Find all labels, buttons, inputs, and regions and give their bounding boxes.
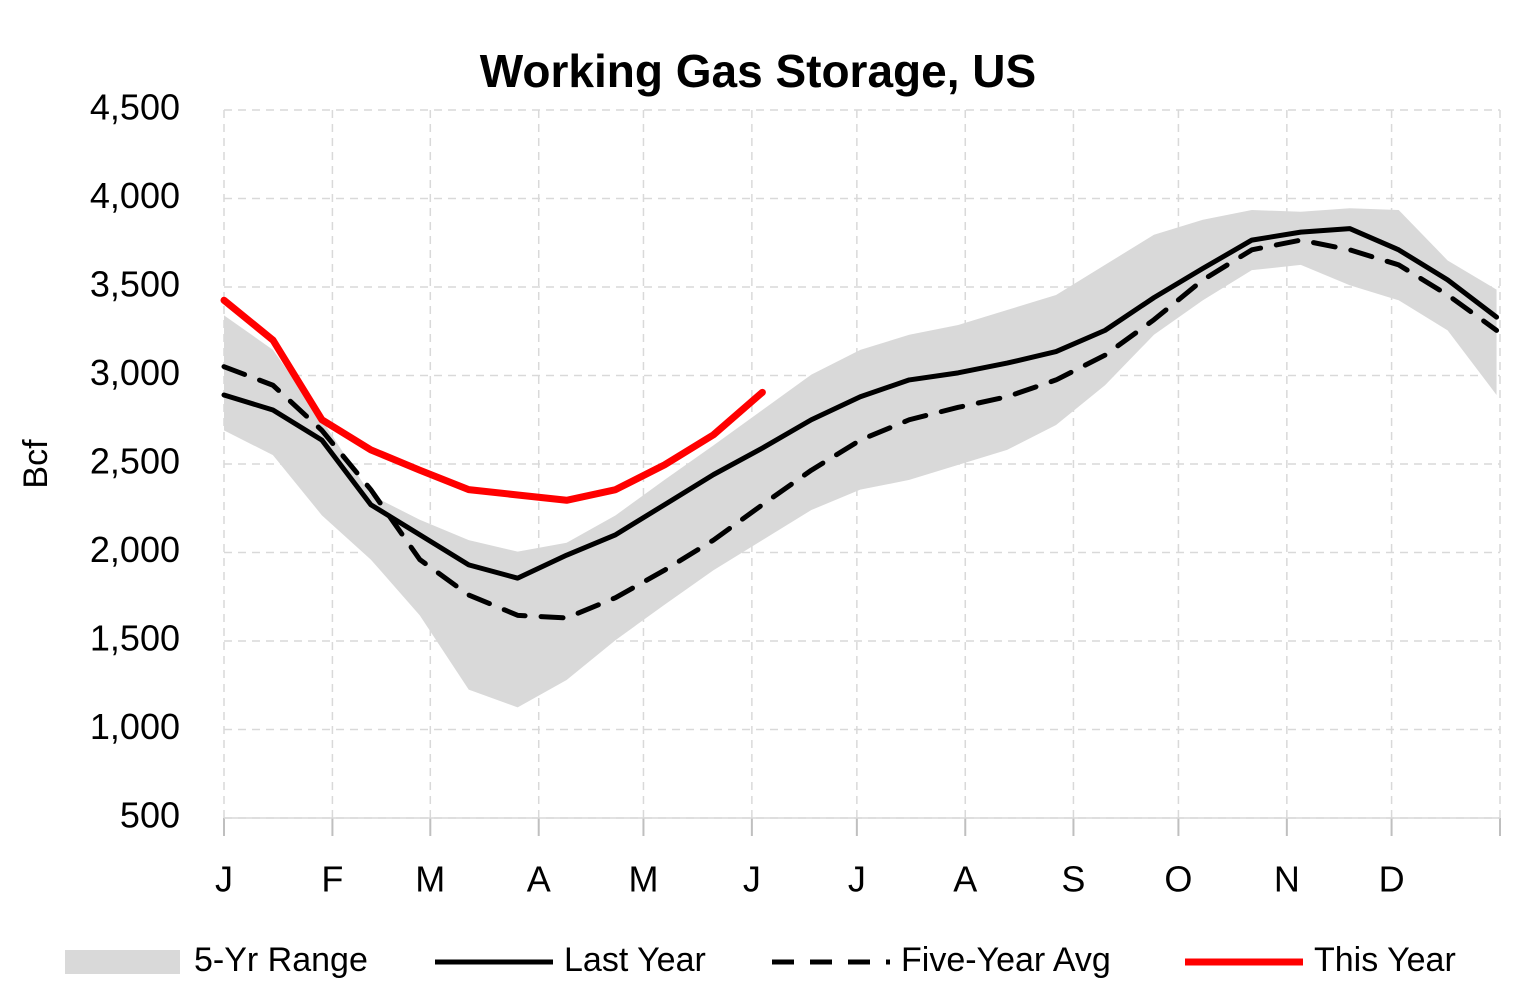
y-tick-label: 500	[120, 795, 180, 836]
y-tick-label: 1,000	[90, 706, 180, 747]
line-series	[221, 237, 1500, 621]
legend-label: 5-Yr Range	[194, 941, 368, 979]
x-tick-label: S	[1061, 859, 1085, 900]
legend-label: Last Year	[564, 941, 706, 979]
chart-title: Working Gas Storage, US	[480, 45, 1036, 97]
line-series	[221, 226, 1500, 581]
x-tick-label: O	[1164, 859, 1192, 900]
y-axis-label: Bcf	[17, 439, 55, 489]
y-tick-label: 4,500	[90, 87, 180, 128]
x-tick-label: N	[1274, 859, 1300, 900]
legend-label: This Year	[1314, 941, 1456, 979]
legend-label: Five-Year Avg	[901, 941, 1111, 979]
y-tick-label: 4,000	[90, 175, 180, 216]
x-tick-label: M	[415, 859, 445, 900]
line-series	[220, 296, 766, 504]
x-tick-label: D	[1379, 859, 1405, 900]
x-tick-label: M	[628, 859, 658, 900]
legend-swatch	[65, 950, 180, 974]
y-tick-label: 3,500	[90, 264, 180, 305]
x-tick-label: J	[215, 859, 233, 900]
y-tick-label: 2,500	[90, 441, 180, 482]
x-tick-label: J	[743, 859, 761, 900]
y-tick-label: 1,500	[90, 618, 180, 659]
range-area	[224, 208, 1497, 708]
y-tick-label: 3,000	[90, 352, 180, 393]
y-tick-label: 2,000	[90, 529, 180, 570]
x-tick-label: J	[848, 859, 866, 900]
x-tick-label: A	[527, 859, 551, 900]
x-tick-label: A	[953, 859, 977, 900]
x-tick-label: F	[321, 859, 343, 900]
